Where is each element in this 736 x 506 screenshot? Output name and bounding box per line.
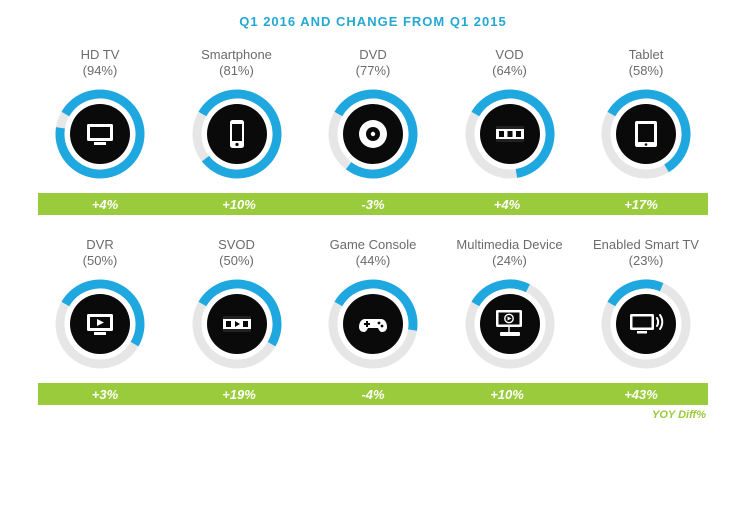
device-name: DVD bbox=[356, 47, 391, 63]
device-cell: DVD(77%) bbox=[311, 47, 435, 179]
gauge-ring bbox=[192, 279, 282, 369]
device-cell: Game Console(44%) bbox=[311, 237, 435, 369]
device-percent: (64%) bbox=[492, 63, 527, 79]
diff-bar-1: +3%+19%-4%+10%+43% bbox=[38, 383, 708, 405]
diff-value: +10% bbox=[172, 193, 306, 215]
smartphone-icon bbox=[207, 104, 267, 164]
device-percent: (94%) bbox=[81, 63, 120, 79]
diff-value: +4% bbox=[38, 193, 172, 215]
device-cell: Multimedia Device(24%) bbox=[448, 237, 572, 369]
gauge-ring bbox=[328, 89, 418, 179]
device-cell: Smartphone(81%) bbox=[175, 47, 299, 179]
device-label: Tablet(58%) bbox=[629, 47, 664, 81]
diff-bar-0: +4%+10%-3%+4%+17% bbox=[38, 193, 708, 215]
svod-icon bbox=[207, 294, 267, 354]
device-percent: (50%) bbox=[218, 253, 255, 269]
gauge-ring bbox=[55, 89, 145, 179]
gauge-ring bbox=[192, 89, 282, 179]
row-0: HD TV(94%) Smartphone(81%) DVD(77%) VOD(… bbox=[38, 47, 708, 215]
gauge-ring bbox=[465, 89, 555, 179]
device-label: Enabled Smart TV(23%) bbox=[593, 237, 699, 271]
device-name: Enabled Smart TV bbox=[593, 237, 699, 253]
diff-value: +3% bbox=[38, 383, 172, 405]
device-name: HD TV bbox=[81, 47, 120, 63]
device-label: VOD(64%) bbox=[492, 47, 527, 81]
device-label: Multimedia Device(24%) bbox=[456, 237, 562, 271]
device-name: SVOD bbox=[218, 237, 255, 253]
multimedia-icon bbox=[480, 294, 540, 354]
diff-value: +4% bbox=[440, 193, 574, 215]
row-1: DVR(50%) SVOD(50%) Game Console(44%) Mul… bbox=[38, 237, 708, 405]
device-name: Game Console bbox=[330, 237, 417, 253]
dvd-icon bbox=[343, 104, 403, 164]
device-name: Tablet bbox=[629, 47, 664, 63]
hdtv-icon bbox=[70, 104, 130, 164]
diff-value: +10% bbox=[440, 383, 574, 405]
device-label: Game Console(44%) bbox=[330, 237, 417, 271]
gauge-ring bbox=[328, 279, 418, 369]
diff-value: +19% bbox=[172, 383, 306, 405]
diff-value: -3% bbox=[306, 193, 440, 215]
gauge-ring bbox=[465, 279, 555, 369]
device-percent: (58%) bbox=[629, 63, 664, 79]
device-name: DVR bbox=[83, 237, 118, 253]
device-percent: (24%) bbox=[456, 253, 562, 269]
tablet-icon bbox=[616, 104, 676, 164]
device-percent: (23%) bbox=[593, 253, 699, 269]
device-label: Smartphone(81%) bbox=[201, 47, 272, 81]
device-cell: Tablet(58%) bbox=[584, 47, 708, 179]
gauge-ring bbox=[601, 279, 691, 369]
device-cell: SVOD(50%) bbox=[175, 237, 299, 369]
smarttv-icon bbox=[616, 294, 676, 354]
vod-icon bbox=[480, 104, 540, 164]
dvr-icon bbox=[70, 294, 130, 354]
device-cell: DVR(50%) bbox=[38, 237, 162, 369]
gauge-ring bbox=[55, 279, 145, 369]
device-name: Multimedia Device bbox=[456, 237, 562, 253]
device-label: DVR(50%) bbox=[83, 237, 118, 271]
device-cell: Enabled Smart TV(23%) bbox=[584, 237, 708, 369]
yoy-label: YOY Diff% bbox=[38, 409, 708, 421]
device-percent: (81%) bbox=[201, 63, 272, 79]
device-name: VOD bbox=[492, 47, 527, 63]
diff-value: +43% bbox=[574, 383, 708, 405]
device-label: HD TV(94%) bbox=[81, 47, 120, 81]
device-cell: HD TV(94%) bbox=[38, 47, 162, 179]
device-name: Smartphone bbox=[201, 47, 272, 63]
device-percent: (50%) bbox=[83, 253, 118, 269]
device-label: SVOD(50%) bbox=[218, 237, 255, 271]
device-label: DVD(77%) bbox=[356, 47, 391, 81]
device-percent: (44%) bbox=[330, 253, 417, 269]
gameconsole-icon bbox=[343, 294, 403, 354]
device-percent: (77%) bbox=[356, 63, 391, 79]
chart-title: Q1 2016 AND CHANGE FROM Q1 2015 bbox=[38, 14, 708, 29]
diff-value: +17% bbox=[574, 193, 708, 215]
device-cell: VOD(64%) bbox=[448, 47, 572, 179]
gauge-ring bbox=[601, 89, 691, 179]
diff-value: -4% bbox=[306, 383, 440, 405]
